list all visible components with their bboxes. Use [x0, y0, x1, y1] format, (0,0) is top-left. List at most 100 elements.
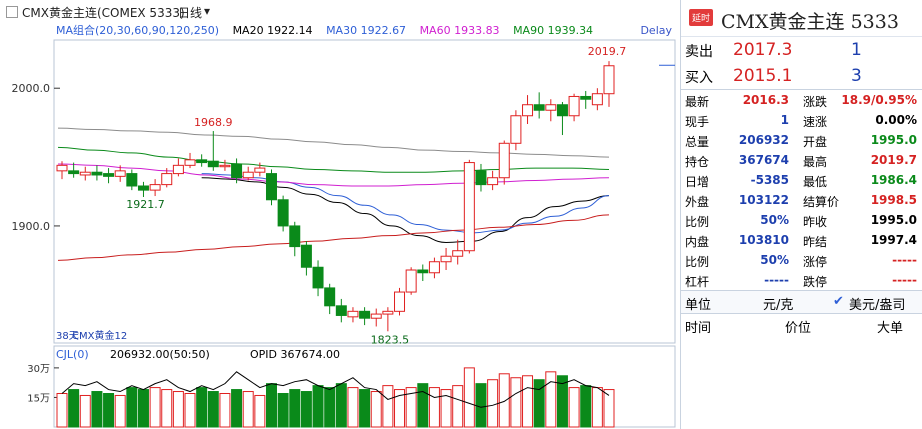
quote-label: 最低 [803, 175, 828, 189]
quote-label: 开盘 [803, 135, 828, 149]
candle-body [219, 164, 231, 168]
candle-body [126, 173, 138, 187]
volume-bar [347, 387, 359, 428]
candle-body [91, 171, 103, 176]
sell-volume: 1 [851, 40, 862, 60]
quote-row: 日增 -5385 最低 1986.4 [681, 170, 922, 190]
quote-row: 现手 1 速涨 0.00% [681, 110, 922, 130]
quote-table: 最新 2016.3 涨跌 18.9/0.95% 现手 1 速涨 0.00% 总量 206932 开盘… [681, 90, 922, 290]
quote-panel: 延时 CMX黄金主连 5333 卖出 2017.3 1 买入 2015.1 3 … [680, 0, 922, 429]
candle-body [394, 291, 406, 312]
volume-bar [91, 391, 103, 428]
low-label-1: 1921.7 [126, 198, 165, 211]
volume-tick-label: 30万 [27, 364, 50, 375]
volume-bar [522, 375, 534, 428]
quote-value: 1997.4 [870, 233, 917, 247]
chevron-down-icon[interactable]: ▾ [204, 4, 211, 18]
volume-bar [56, 393, 68, 428]
quote-value: ----- [764, 273, 789, 287]
volume-bar [254, 394, 266, 428]
sell-row: 卖出 2017.3 1 [681, 37, 922, 63]
ma-group-label[interactable]: MA组合(20,30,60,90,120,250) [56, 24, 220, 37]
candle-body [603, 65, 615, 95]
candles [56, 61, 615, 332]
candle-body [545, 104, 557, 111]
check-icon: ✔ [833, 294, 844, 309]
candle-body [463, 162, 475, 252]
days-note: 38天 [56, 331, 79, 342]
volume-bar [359, 389, 371, 428]
volume-bar [312, 385, 324, 428]
candle-body [417, 269, 429, 274]
volume-bar [126, 387, 138, 428]
candle-body [405, 269, 417, 293]
ma20-line [201, 177, 610, 243]
quote-value: 103122 [738, 193, 789, 207]
chart-area[interactable]: CMX黄金主连(COMEX 5333) 日线 ▾ MA组合(20,30,60,9… [0, 0, 680, 429]
quote-value: 0.00% [875, 113, 917, 127]
delay-label: Delay [640, 24, 672, 37]
candle-body [452, 250, 464, 257]
volume-label: CJL(0) [56, 348, 89, 361]
quote-row: 持仓 367674 最高 2019.7 [681, 150, 922, 170]
quote-label: 杠杆 [685, 275, 710, 289]
candle-body [335, 305, 347, 316]
candle-body [161, 173, 173, 186]
volume-bar [428, 387, 440, 428]
delay-badge: 延时 [689, 9, 714, 26]
candle-body [137, 185, 149, 191]
period-selector[interactable]: 日线 [178, 6, 203, 20]
quote-label: 持仓 [685, 155, 710, 169]
volume-bar [603, 389, 615, 428]
opi-line [61, 371, 610, 408]
candle-body [510, 115, 522, 144]
ma90-value: MA90 1939.34 [513, 24, 594, 37]
candle-body [487, 177, 499, 186]
candle-body [68, 170, 80, 175]
candle-body [591, 93, 603, 106]
volume-bar [207, 391, 219, 428]
low-label-2: 1823.5 [371, 333, 410, 346]
quote-row: 比例 50% 涨停 ----- [681, 250, 922, 270]
volume-bar [335, 383, 347, 428]
quote-value: 1986.4 [870, 173, 917, 187]
candle-body [114, 170, 126, 177]
quote-label: 跌停 [803, 275, 828, 289]
volume-bar [591, 387, 603, 428]
unit-option-ounce[interactable]: 美元/盎司 [849, 298, 906, 313]
unit-label: 单位 [685, 298, 712, 313]
quote-label: 比例 [685, 255, 710, 269]
back-icon[interactable] [6, 6, 18, 18]
volume-bar [568, 387, 580, 428]
quote-value: 1995.0 [870, 133, 917, 147]
volume-bar [498, 373, 510, 428]
ma-lines [57, 127, 610, 261]
volume-bar [545, 371, 557, 428]
quote-label: 最新 [685, 95, 710, 109]
candle-body [207, 160, 219, 168]
volume-bar [556, 375, 568, 428]
candle-body [184, 159, 196, 166]
ma60-value: MA60 1933.83 [419, 24, 500, 37]
quote-row: 内盘 103810 昨结 1997.4 [681, 230, 922, 250]
price-panel-frame [53, 39, 676, 344]
buy-volume: 3 [851, 66, 862, 86]
quote-label: 昨结 [803, 235, 828, 249]
high-label-2: 2019.7 [588, 45, 627, 58]
volume-bar [137, 389, 149, 428]
volume-bar [103, 393, 115, 428]
candle-body [231, 163, 243, 179]
unit-option-gram[interactable]: 元/克 [763, 298, 794, 313]
quote-value: 50% [760, 253, 789, 267]
candle-body [103, 173, 115, 177]
quote-label: 现手 [685, 115, 710, 129]
candlestick-chart[interactable]: 2000.0 1900.0 1968.9 1921.7 1823.5 2019.7 38天… [0, 0, 680, 429]
quote-label: 比例 [685, 215, 710, 229]
quote-symbol-name: CMX黄金主连 [721, 11, 845, 33]
quote-value: 2016.3 [742, 93, 789, 107]
volume-bar [394, 389, 406, 428]
quote-header: 延时 CMX黄金主连 5333 [681, 0, 922, 37]
candle-body [428, 261, 440, 274]
trade-header: 时间 价位 大单 [681, 314, 922, 336]
volume-bar [289, 389, 301, 428]
